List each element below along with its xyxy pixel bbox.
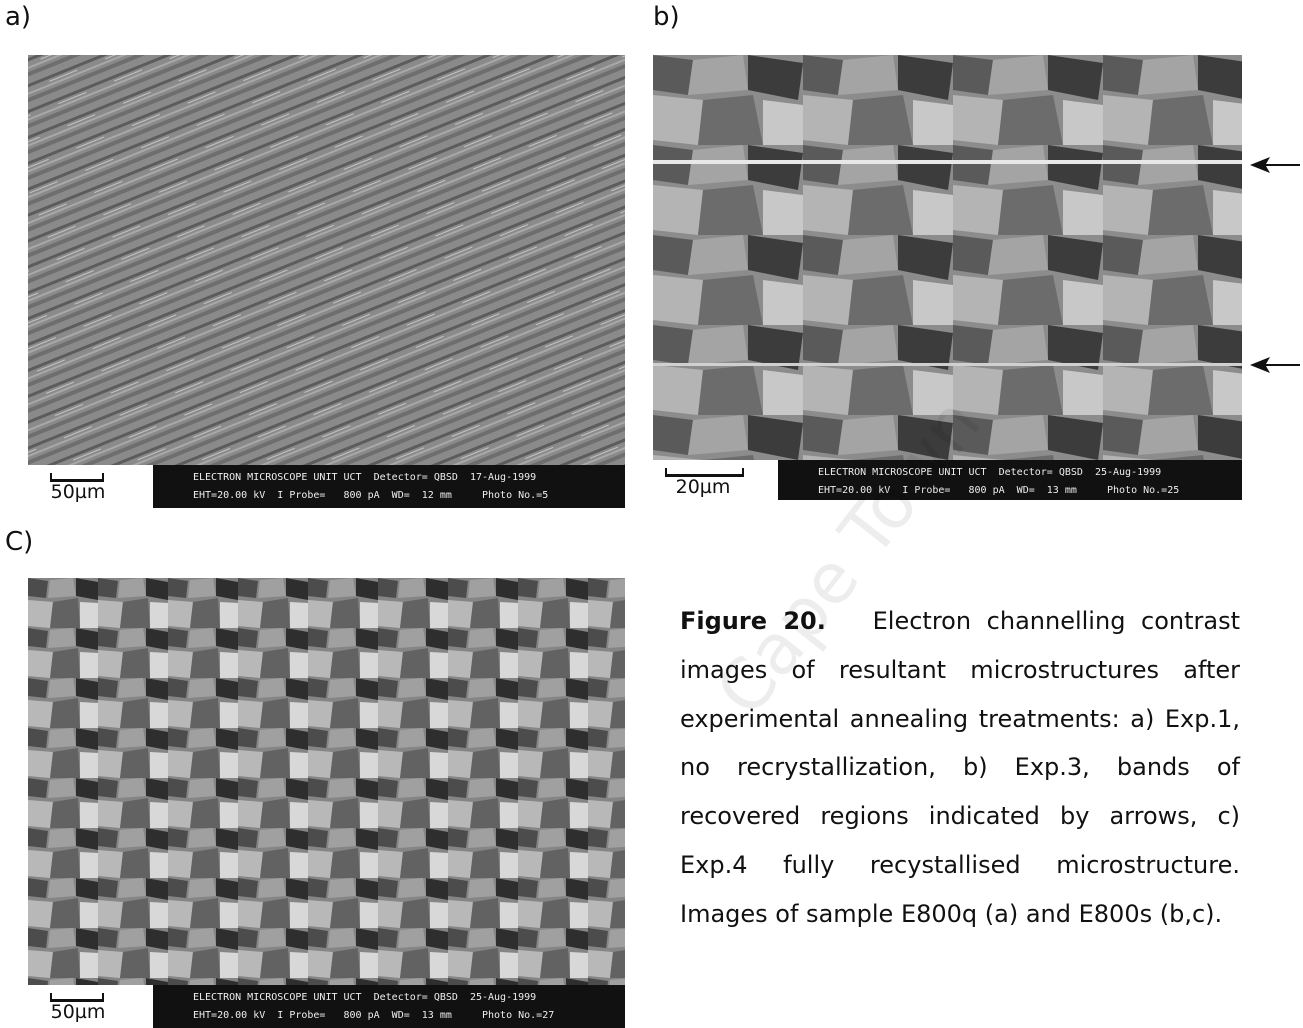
panel-label: b)	[653, 2, 680, 32]
info-line: EHT=20.00 kV I Probe= 800 pA WD= 13 mm P…	[193, 1007, 625, 1025]
micrograph: 50µm ELECTRON MICROSCOPE UNIT UCT Detect…	[28, 578, 625, 1028]
scale-bar: 50µm	[28, 465, 153, 508]
info-line: ELECTRON MICROSCOPE UNIT UCT Detector= Q…	[193, 989, 625, 1007]
panel-label: a)	[5, 2, 31, 32]
scale-label: 50µm	[28, 481, 128, 503]
arrow	[1250, 155, 1300, 175]
info-line: ELECTRON MICROSCOPE UNIT UCT Detector= Q…	[193, 469, 625, 487]
info-line: EHT=20.00 kV I Probe= 800 pA WD= 12 mm P…	[193, 487, 625, 505]
scale-label: 20µm	[653, 476, 753, 498]
micrograph: 50µm ELECTRON MICROSCOPE UNIT UCT Detect…	[28, 55, 625, 508]
scale-bar: 50µm	[28, 985, 153, 1028]
panel-label: C)	[5, 527, 33, 557]
scale-label: 50µm	[28, 1001, 128, 1023]
page: a) b) C) 50µm ELECTRON MICROSCOPE UNIT U…	[0, 0, 1303, 1028]
caption-text: Electron channelling contrast images of …	[680, 607, 1240, 928]
arrow	[1250, 355, 1300, 375]
caption-label: Figure 20.	[680, 607, 826, 635]
info-text: ELECTRON MICROSCOPE UNIT UCT Detector= Q…	[153, 465, 625, 508]
info-text: ELECTRON MICROSCOPE UNIT UCT Detector= Q…	[153, 985, 625, 1028]
micrograph-image	[28, 55, 625, 508]
caption: Figure 20. Electron channelling contrast…	[680, 597, 1240, 939]
scale-bar: 20µm	[653, 460, 778, 500]
info-bar: 50µm ELECTRON MICROSCOPE UNIT UCT Detect…	[28, 465, 625, 508]
micrograph-image	[28, 578, 625, 1028]
info-bar: 50µm ELECTRON MICROSCOPE UNIT UCT Detect…	[28, 985, 625, 1028]
